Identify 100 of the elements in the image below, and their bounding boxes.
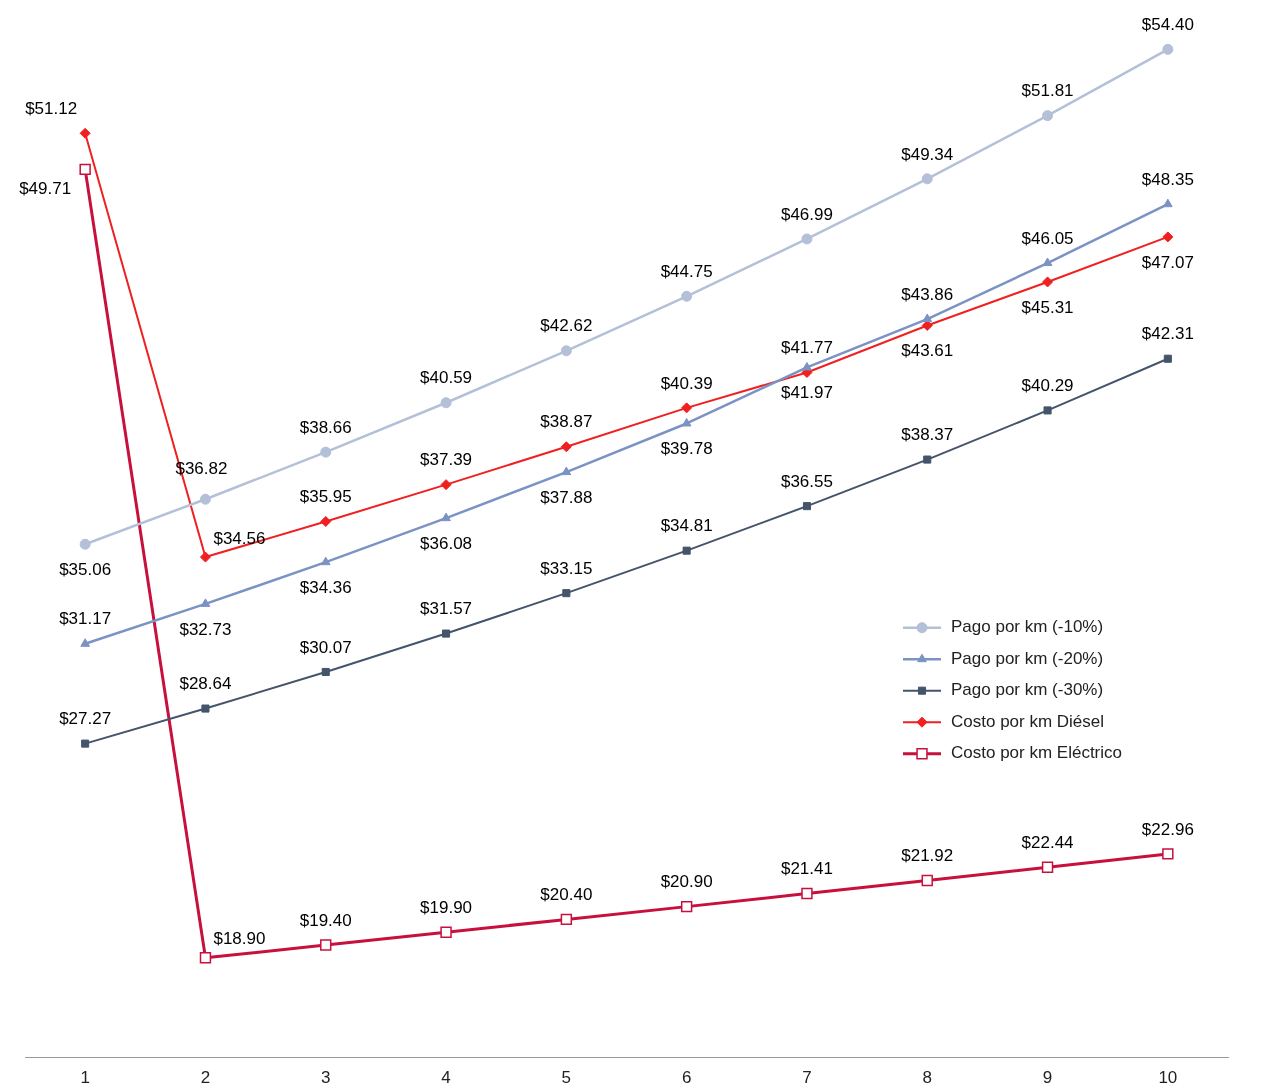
x-tick-label: 1 — [80, 1068, 90, 1088]
x-tick-label: 4 — [441, 1068, 451, 1088]
x-tick-label: 9 — [1042, 1068, 1053, 1088]
point — [1042, 110, 1054, 122]
legend-label: Pago por km (-30%) — [951, 680, 1104, 700]
legend-label: Pago por km (-20%) — [951, 648, 1104, 668]
data-label: $32.73 — [179, 619, 232, 639]
point — [200, 598, 211, 607]
data-label: $38.66 — [299, 417, 352, 437]
point — [922, 313, 933, 323]
data-label: $40.39 — [660, 373, 713, 393]
point — [440, 926, 452, 938]
point — [81, 739, 90, 748]
data-label: $27.27 — [59, 709, 112, 729]
data-label: $35.06 — [59, 559, 112, 579]
point — [320, 446, 332, 458]
point — [1162, 231, 1174, 243]
data-label: $51.81 — [1021, 81, 1074, 101]
point — [79, 163, 91, 176]
data-label: $51.12 — [25, 98, 78, 118]
data-label: $19.40 — [299, 910, 352, 930]
point — [199, 551, 211, 563]
point — [320, 939, 332, 951]
data-label: $44.75 — [660, 261, 713, 281]
data-label: $34.81 — [660, 516, 713, 536]
point — [440, 397, 452, 409]
point — [560, 441, 572, 453]
data-label: $22.44 — [1021, 832, 1074, 852]
point — [562, 589, 571, 598]
point — [1163, 198, 1173, 208]
point — [560, 345, 572, 357]
point — [320, 556, 331, 566]
data-label: $42.31 — [1141, 324, 1194, 344]
data-label: $46.05 — [1021, 228, 1074, 248]
point — [80, 638, 90, 647]
point — [921, 173, 933, 185]
point — [560, 913, 573, 926]
point — [440, 479, 452, 491]
data-label: $37.88 — [540, 487, 593, 507]
data-label: $18.90 — [213, 929, 266, 949]
point — [79, 127, 91, 139]
data-label: $41.97 — [780, 383, 833, 403]
legend-label: Costo por km Diésel — [951, 711, 1105, 731]
point — [1162, 848, 1174, 860]
point — [442, 629, 451, 638]
data-label: $36.55 — [780, 471, 833, 491]
data-label: $48.35 — [1141, 169, 1194, 189]
data-label: $31.17 — [59, 609, 112, 629]
data-label: $35.95 — [299, 487, 352, 507]
x-tick-label: 8 — [922, 1068, 932, 1088]
legend-label: Pago por km (-10%) — [951, 617, 1104, 637]
data-label: $45.31 — [1021, 297, 1074, 317]
point — [1042, 257, 1053, 267]
point — [320, 515, 332, 527]
x-tick-label: 7 — [802, 1068, 812, 1088]
point — [199, 493, 211, 505]
data-label: $19.90 — [420, 897, 473, 917]
data-label: $39.78 — [660, 439, 713, 459]
point — [441, 512, 451, 522]
data-label: $22.96 — [1141, 819, 1194, 839]
x-tick-label: 3 — [321, 1068, 331, 1088]
data-label: $43.61 — [901, 341, 954, 361]
x-tick-label: 10 — [1158, 1068, 1178, 1088]
data-label: $41.77 — [780, 338, 833, 358]
data-label: $21.92 — [901, 846, 954, 866]
data-label: $40.59 — [420, 368, 473, 388]
point — [321, 667, 330, 676]
point — [1042, 276, 1054, 288]
data-label: $38.87 — [540, 412, 593, 432]
point — [1041, 861, 1054, 873]
point — [801, 887, 813, 900]
data-label: $36.08 — [420, 533, 473, 553]
data-label: $21.41 — [780, 859, 833, 879]
data-label: $54.40 — [1141, 15, 1194, 35]
point — [680, 900, 693, 913]
data-label: $20.40 — [540, 885, 593, 905]
data-label: $40.29 — [1021, 376, 1074, 396]
data-label: $33.15 — [540, 558, 593, 578]
point — [561, 466, 572, 476]
point — [923, 455, 932, 464]
data-label: $49.34 — [901, 144, 954, 164]
data-label: $28.64 — [179, 674, 232, 694]
data-label: $37.39 — [420, 450, 473, 470]
data-label: $47.07 — [1141, 252, 1194, 272]
data-label: $34.36 — [299, 577, 352, 597]
data-label: $42.62 — [540, 316, 593, 336]
x-tick-label: 5 — [561, 1068, 572, 1088]
data-label: $34.56 — [213, 528, 266, 548]
point — [682, 546, 691, 555]
point — [921, 874, 933, 887]
x-tick-label: 6 — [681, 1068, 692, 1088]
point — [1162, 43, 1174, 55]
point — [802, 361, 812, 371]
x-tick-label: 2 — [200, 1068, 211, 1088]
data-label: $20.90 — [660, 872, 713, 892]
point — [1043, 406, 1052, 415]
point — [201, 704, 210, 713]
point — [681, 290, 693, 302]
legend-label: Costo por km Eléctrico — [951, 743, 1122, 763]
point — [801, 233, 813, 245]
